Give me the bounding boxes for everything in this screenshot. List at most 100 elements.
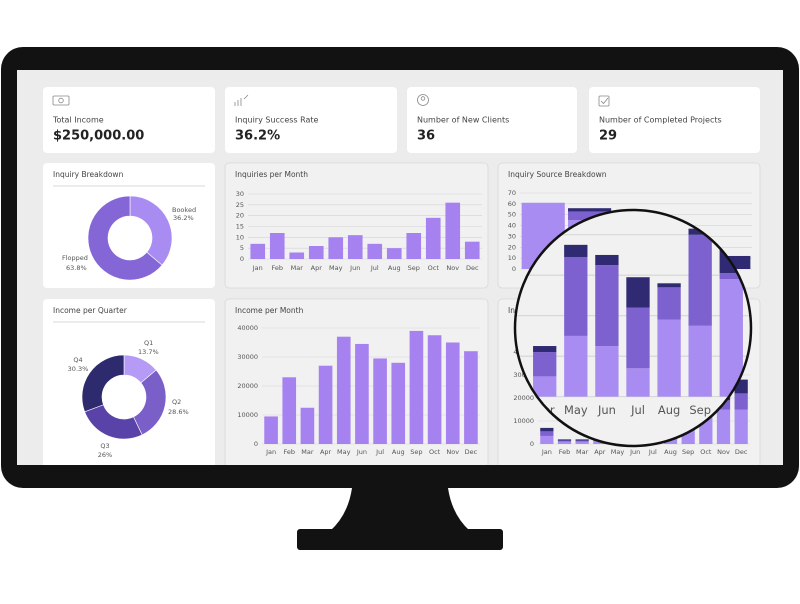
x-tick-label: Nov bbox=[717, 448, 730, 456]
x-tick-label: Aug bbox=[388, 264, 401, 272]
kpi-icons bbox=[52, 94, 610, 107]
x-tick-label: Mar bbox=[301, 448, 314, 456]
slice-value-label: 30.3% bbox=[68, 365, 89, 373]
slice-value-label: 13.7% bbox=[138, 348, 159, 356]
panel-background bbox=[43, 163, 215, 288]
slice-label: Q1 bbox=[144, 339, 153, 347]
bar bbox=[347, 235, 363, 259]
bar bbox=[391, 362, 406, 444]
x-tick-label: Jan bbox=[265, 448, 276, 456]
bar bbox=[367, 243, 383, 259]
x-tick-label: Jun bbox=[356, 448, 367, 456]
slice-label: Q2 bbox=[172, 398, 181, 406]
bar-segment bbox=[568, 208, 612, 212]
y-tick-label: 10000 bbox=[513, 417, 534, 425]
x-tick-label: Oct bbox=[700, 448, 712, 456]
bar bbox=[250, 243, 266, 259]
panel-background bbox=[43, 299, 215, 465]
bar bbox=[308, 246, 324, 259]
x-tick-label: Jul bbox=[375, 448, 384, 456]
x-tick-label: Feb bbox=[559, 448, 571, 456]
chart-title: Inquiry Source Breakdown bbox=[508, 170, 607, 179]
x-tick-label: Feb bbox=[283, 448, 295, 456]
bar bbox=[269, 233, 285, 259]
x-tick-label: Mar bbox=[576, 448, 589, 456]
x-tick-label: Feb bbox=[271, 264, 283, 272]
y-tick-label: 10 bbox=[236, 233, 244, 241]
bar-segment bbox=[540, 427, 554, 432]
x-tick-label: Jan bbox=[541, 448, 552, 456]
y-tick-label: 20 bbox=[508, 243, 516, 251]
bar-segment bbox=[575, 440, 589, 442]
x-tick-label: Apr bbox=[320, 448, 332, 456]
dashboard: Total Income $250,000.00 Inquiry Success… bbox=[43, 87, 761, 465]
bar bbox=[445, 202, 461, 259]
bar-segment bbox=[557, 441, 572, 444]
bar-segment bbox=[557, 440, 572, 442]
x-tick-label: Nov bbox=[446, 264, 459, 272]
chart-title: Inc bbox=[508, 306, 519, 315]
chart-title: Income per Quarter bbox=[53, 306, 128, 315]
bar-segment bbox=[568, 211, 612, 221]
x-tick-label: Jun bbox=[629, 448, 640, 456]
kpi-value: 36 bbox=[417, 129, 435, 144]
slice-value-label: 26% bbox=[98, 451, 112, 459]
bar bbox=[264, 416, 278, 444]
x-tick-label: Sep bbox=[682, 448, 694, 456]
donut-slice bbox=[81, 354, 125, 413]
slice-label: Flopped bbox=[62, 254, 88, 262]
y-tick-label: 20000 bbox=[513, 394, 534, 402]
chart-title: Inquiries per Month bbox=[235, 170, 308, 179]
bar bbox=[289, 252, 305, 259]
chart-title: Income per Month bbox=[235, 306, 304, 315]
bar bbox=[355, 343, 369, 444]
bar bbox=[427, 335, 442, 444]
bar-segment bbox=[734, 393, 748, 410]
bar bbox=[336, 336, 351, 444]
x-tick-label: Oct bbox=[429, 448, 441, 456]
x-tick-label: Mar bbox=[291, 264, 304, 272]
x-tick-label: Sep bbox=[408, 264, 420, 272]
monitor-base bbox=[297, 529, 503, 550]
y-tick-label: 20 bbox=[236, 212, 244, 220]
bar-segment bbox=[734, 409, 748, 444]
kpi-value: 36.2% bbox=[235, 129, 280, 144]
y-tick-label: 20000 bbox=[237, 382, 258, 390]
x-tick-label: Dec bbox=[466, 264, 479, 272]
kpi-label: Inquiry Success Rate bbox=[235, 116, 319, 125]
x-tick-label: May bbox=[329, 264, 343, 272]
slice-label: Q3 bbox=[100, 442, 109, 450]
slice-value-label: 28.6% bbox=[168, 408, 189, 416]
monitor-neck bbox=[330, 488, 470, 531]
y-tick-label: 5 bbox=[240, 244, 244, 252]
kpi-card bbox=[225, 87, 397, 153]
x-tick-label: Dec bbox=[465, 448, 478, 456]
chart-panel: Income per Month 0 10000 20000 30000 40000 Jan… bbox=[224, 298, 489, 465]
bar-segment bbox=[557, 439, 572, 441]
y-tick-label: 60 bbox=[508, 200, 516, 208]
client-icon-head bbox=[420, 96, 426, 101]
bar-segment bbox=[540, 435, 554, 444]
client-icon bbox=[417, 94, 429, 106]
bar bbox=[300, 407, 315, 444]
kpi-card bbox=[589, 87, 760, 153]
x-tick-label: Apr bbox=[594, 448, 606, 456]
y-tick-label: 30 bbox=[236, 190, 244, 198]
bar bbox=[318, 365, 333, 444]
bar-segment bbox=[540, 431, 554, 436]
bar bbox=[409, 330, 424, 444]
bar-segment bbox=[716, 409, 731, 444]
bar bbox=[386, 248, 402, 259]
y-tick-label: 0 bbox=[254, 440, 258, 448]
y-tick-label: 50 bbox=[508, 211, 516, 219]
x-tick-label: Jun bbox=[349, 264, 360, 272]
y-tick-label: 25 bbox=[236, 201, 244, 209]
chart-title: Inquiry Breakdown bbox=[53, 170, 124, 179]
y-tick-label: 40 bbox=[508, 222, 516, 230]
bar-segment bbox=[575, 439, 589, 441]
y-tick-label: 10000 bbox=[237, 411, 258, 419]
x-tick-label: Jul bbox=[648, 448, 657, 456]
bar bbox=[464, 351, 478, 444]
